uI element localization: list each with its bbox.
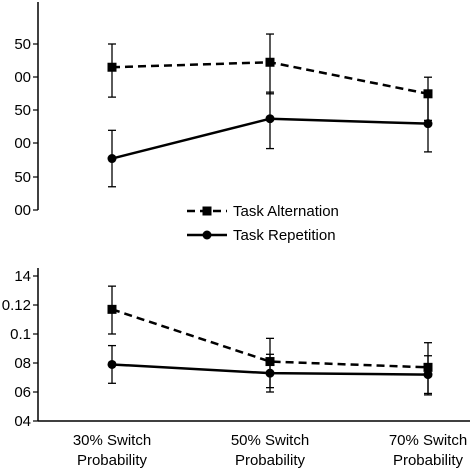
data-point-circle: [265, 114, 275, 124]
bottom-panel: 14 0.12 0.1 08 06 04: [2, 268, 470, 430]
y-tick-label: 14: [14, 268, 31, 285]
data-point-square: [265, 57, 275, 67]
data-point-square: [107, 62, 117, 72]
data-point-circle: [423, 370, 433, 380]
data-point-circle: [107, 359, 117, 369]
category-label: 50% Switch Probability: [231, 432, 309, 469]
category-labels: 30% Switch Probability 50% Switch Probabili…: [73, 432, 467, 469]
category-label: 70% Switch Probability: [389, 432, 467, 469]
y-tick-label: 50: [14, 169, 31, 186]
legend-label: Task Alternation: [233, 203, 339, 220]
y-tick-label: 0.1: [10, 326, 31, 343]
data-point-circle: [265, 368, 275, 378]
data-point-square: [423, 89, 433, 99]
series-line-task-alternation: [111, 308, 429, 369]
y-tick-label: 08: [14, 355, 31, 372]
y-tick-label: 0.12: [2, 297, 31, 314]
top-panel: 50 00 50 00 50 00: [14, 2, 433, 219]
data-point-square: [107, 304, 117, 314]
legend-marker-circle: [202, 230, 212, 240]
category-label: 30% Switch Probability: [73, 432, 151, 469]
legend-label: Task Repetition: [233, 227, 336, 244]
legend: Task Alternation Task Repetition: [187, 203, 339, 244]
y-tick-label: 04: [14, 413, 31, 430]
y-tick-label: 00: [14, 135, 31, 152]
y-tick-label: 00: [14, 69, 31, 86]
y-tick-label: 50: [14, 102, 31, 119]
data-point-circle: [423, 119, 433, 129]
y-tick-label: 06: [14, 384, 31, 401]
legend-marker-square: [202, 206, 212, 216]
y-tick-label: 00: [14, 202, 31, 219]
data-point-circle: [107, 154, 117, 164]
y-tick-label: 50: [14, 36, 31, 53]
